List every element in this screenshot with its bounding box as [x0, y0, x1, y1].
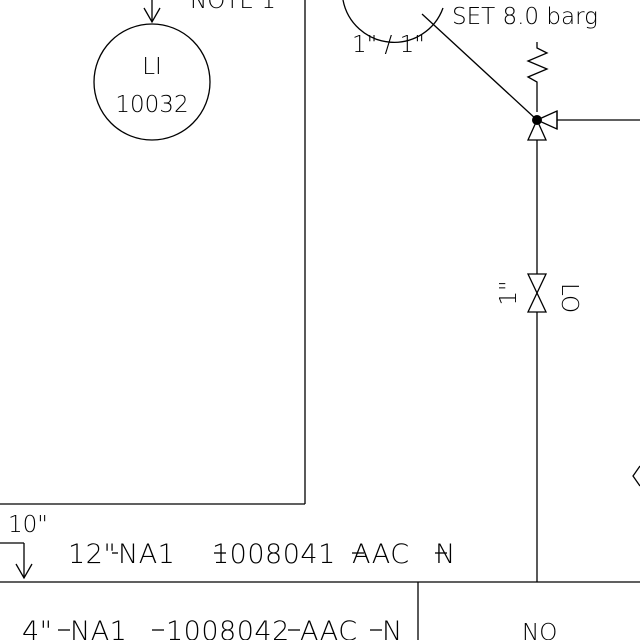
box-label: NO: [522, 620, 557, 640]
equipment-outline: [0, 0, 306, 505]
instrument-type: LI: [142, 54, 162, 80]
line-number: 1008041: [212, 539, 336, 570]
instrument-number: 10032: [115, 92, 188, 118]
branch-size: 10": [8, 512, 48, 538]
spring-icon: [526, 42, 549, 112]
relief-valve-icon[interactable]: [526, 109, 640, 141]
drain-valve-size: 1": [496, 280, 522, 305]
line-number-12in[interactable]: 12" NA1 1008041 AAC N: [68, 539, 456, 570]
line-size: 4": [22, 616, 53, 640]
off-page-arrow: [632, 465, 640, 487]
line-insulation: N: [435, 539, 456, 570]
line-spec: NA1: [70, 616, 127, 640]
drain-valve-position: LO: [556, 283, 582, 313]
line-material: AAC: [352, 539, 410, 570]
flow-arrow-icon: [0, 542, 33, 580]
line-size: 12": [68, 539, 116, 570]
line-insulation: N: [382, 616, 403, 640]
line-material: AAC: [300, 616, 358, 640]
instrument-bubble-li[interactable]: LI 10032: [93, 23, 211, 141]
line-number: 1008042: [166, 616, 290, 640]
relief-set-pressure: SET 8.0 barg: [452, 4, 598, 30]
gate-valve-icon[interactable]: [526, 273, 548, 313]
signal-arrow: [143, 0, 161, 24]
leader-line: [421, 13, 538, 121]
line-spec: NA1: [118, 539, 175, 570]
relief-valve-size: 1" / 1": [352, 32, 425, 58]
note-label: NOTE 1: [190, 0, 276, 14]
line-number-4in[interactable]: 4" NA1 1008042 AAC N: [22, 616, 403, 640]
